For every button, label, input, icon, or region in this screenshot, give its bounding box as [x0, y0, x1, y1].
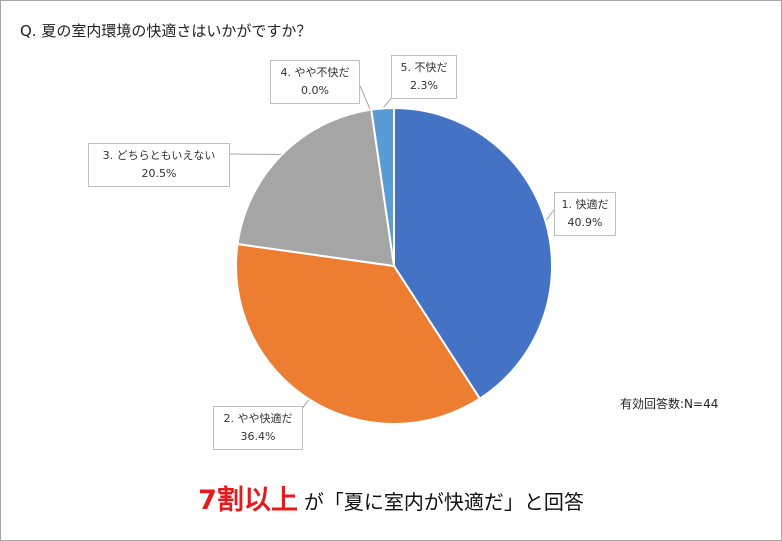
data-label-3-name: 3. どちらともいえない	[102, 149, 216, 162]
pie-slice-5	[370, 106, 395, 267]
data-label-4-name: 4. やや不快だ	[280, 66, 350, 79]
data-label-4-value: 0.0%	[301, 84, 329, 97]
data-label-5-name: 5. 不快だ	[400, 61, 448, 74]
pie-slice-2	[235, 242, 482, 425]
leader-line-4	[359, 85, 371, 111]
question-title: Q. 夏の室内環境の快適さはいかがですか？	[20, 22, 312, 40]
data-label-3: 3. どちらともいえない 20.5%	[88, 143, 230, 187]
sample-size-note: 有効回答数:N=44	[620, 397, 719, 411]
headline-highlight: 7割以上	[198, 485, 298, 516]
data-label-1-value: 40.9%	[567, 216, 603, 229]
data-label-4: 4. やや不快だ 0.0%	[270, 60, 360, 104]
data-label-5-value: 2.3%	[410, 79, 438, 92]
data-label-5: 5. 不快だ 2.3%	[391, 55, 457, 99]
headline: 7割以上 が「夏に室内が快適だ」と回答	[0, 478, 782, 517]
data-label-1-name: 1. 快適だ	[561, 198, 609, 211]
data-label-1: 1. 快適だ 40.9%	[554, 192, 616, 236]
pie-slice-3	[236, 108, 396, 268]
headline-text: が「夏に室内が快適だ」と回答	[303, 490, 584, 514]
data-label-3-value: 20.5%	[141, 167, 177, 180]
leader-line-1	[545, 209, 555, 222]
leader-line-3	[229, 153, 283, 155]
data-label-2-name: 2. やや快適だ	[223, 412, 293, 425]
data-label-2: 2. やや快適だ 36.4%	[213, 406, 303, 450]
data-label-2-value: 36.4%	[240, 430, 276, 443]
pie-slices	[235, 106, 553, 425]
